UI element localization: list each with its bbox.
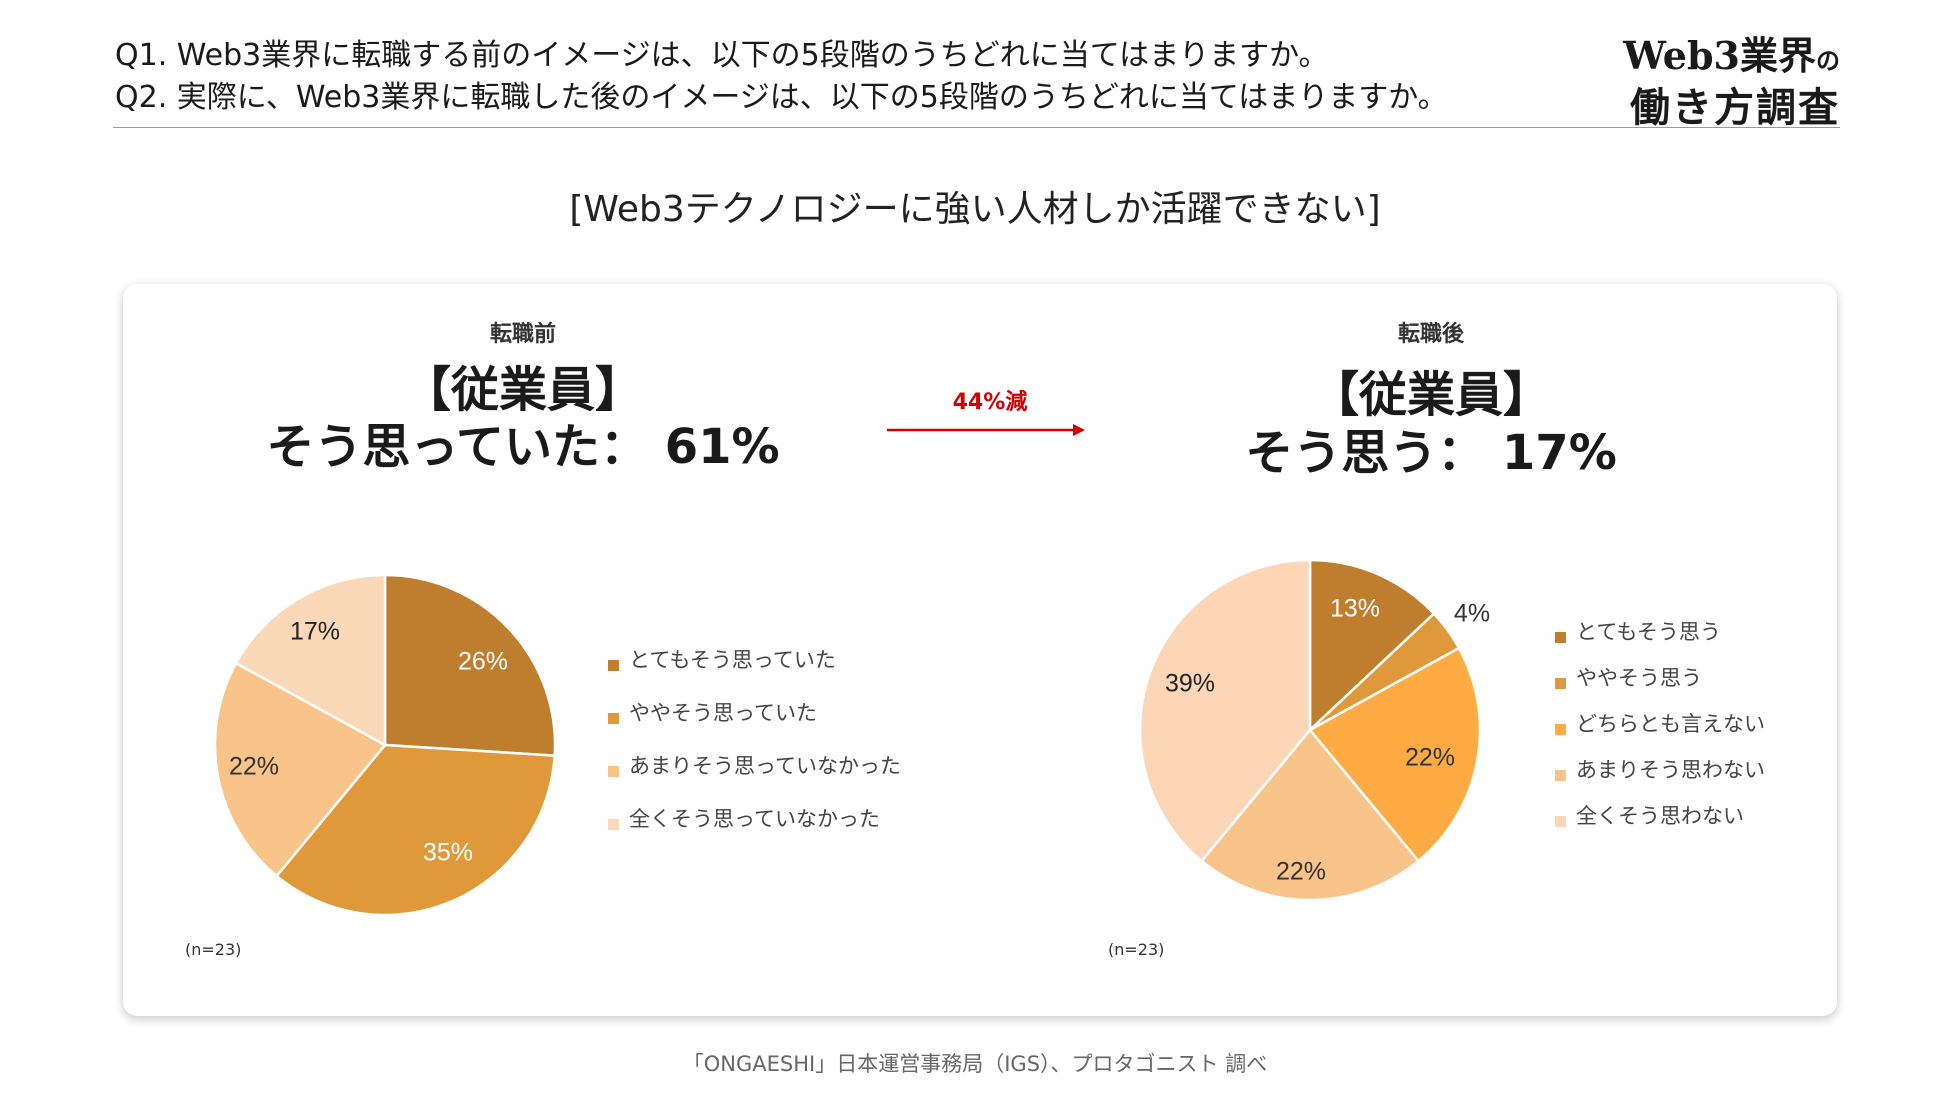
pie-slice	[383, 573, 557, 758]
legend-swatch	[608, 819, 619, 830]
legend-label: ややそう思っていた	[629, 701, 817, 725]
headline-after-2: そう思う： 17%	[1245, 425, 1617, 481]
pie-slice	[1199, 728, 1421, 902]
comparison-arrow	[887, 424, 1085, 436]
slice-value-label: 39%	[1165, 670, 1215, 698]
legend-label: とてもそう思っていた	[629, 648, 836, 672]
legend-swatch	[1555, 816, 1566, 827]
headline-after-1: 【従業員】	[1310, 367, 1551, 423]
legend-label: どちらとも言えない	[1576, 712, 1765, 736]
pie-slice	[1308, 558, 1436, 733]
chart-subtitle: [Web3テクノロジーに強い人材しか活躍できない]	[569, 189, 1381, 230]
slice-value-label: 4%	[1454, 600, 1490, 628]
slice-value-label: 22%	[1405, 744, 1455, 772]
pie-slice	[213, 661, 387, 878]
slice-value-label: 35%	[423, 839, 473, 867]
legend-label: あまりそう思わない	[1576, 758, 1765, 782]
slice-value-label: 13%	[1330, 595, 1380, 623]
legend-label: 全くそう思わない	[1576, 804, 1744, 828]
question-1: Q1. Web3業界に転職する前のイメージは、以下の5段階のうちどれに当てはまり…	[115, 38, 1329, 73]
legend-label: とてもそう思う	[1576, 620, 1721, 644]
sample-size-after: (n=23)	[1108, 940, 1165, 959]
legend-swatch	[1555, 632, 1566, 643]
headline-before-1: 【従業員】	[402, 362, 643, 418]
legend-label: 全くそう思っていなかった	[629, 807, 880, 831]
headline-before-2: そう思っていた： 61%	[266, 419, 780, 475]
pie-slice	[1138, 558, 1312, 863]
brand-line1-particle: の	[1816, 46, 1840, 75]
legend-swatch	[608, 713, 619, 724]
legend-swatch	[1555, 724, 1566, 735]
slice-value-label: 22%	[229, 753, 279, 781]
sample-size-before: (n=23)	[185, 940, 242, 959]
pie-chart-before: 26% 35% 22% 17%	[213, 573, 557, 917]
legend-swatch	[1555, 678, 1566, 689]
legend-label: ややそう思う	[1576, 666, 1702, 690]
header-divider	[113, 127, 1840, 128]
question-2: Q2. 実際に、Web3業界に転職した後のイメージは、以下の5段階のうちどれに当…	[115, 80, 1448, 115]
reduction-label: 44%減	[952, 390, 1028, 415]
pie-slice	[274, 743, 556, 917]
panel-label-before: 転職前	[489, 322, 556, 347]
pie-chart-after: 13% 4% 22% 22% 39%	[1138, 558, 1490, 902]
slice-value-label: 22%	[1276, 858, 1326, 886]
pie-slice	[234, 573, 387, 748]
legend-swatch	[608, 660, 619, 671]
source-footer: 「ONGAESHI」日本運営事務局（IGS）、プロタゴニスト 調べ	[682, 1052, 1268, 1076]
legend-label: あまりそう思っていなかった	[629, 754, 901, 778]
pie-slice	[1308, 646, 1482, 863]
brand-line2: 働き方調査	[1630, 84, 1840, 131]
slice-value-label: 26%	[458, 648, 508, 676]
legend-swatch	[1555, 770, 1566, 781]
slice-value-label: 17%	[290, 618, 340, 646]
panel-label-after: 転職後	[1397, 322, 1464, 347]
brand-line1: Web3業界	[1623, 33, 1816, 78]
legend-swatch	[608, 766, 619, 777]
survey-brand: Web3業界の 働き方調査	[1623, 33, 1840, 132]
